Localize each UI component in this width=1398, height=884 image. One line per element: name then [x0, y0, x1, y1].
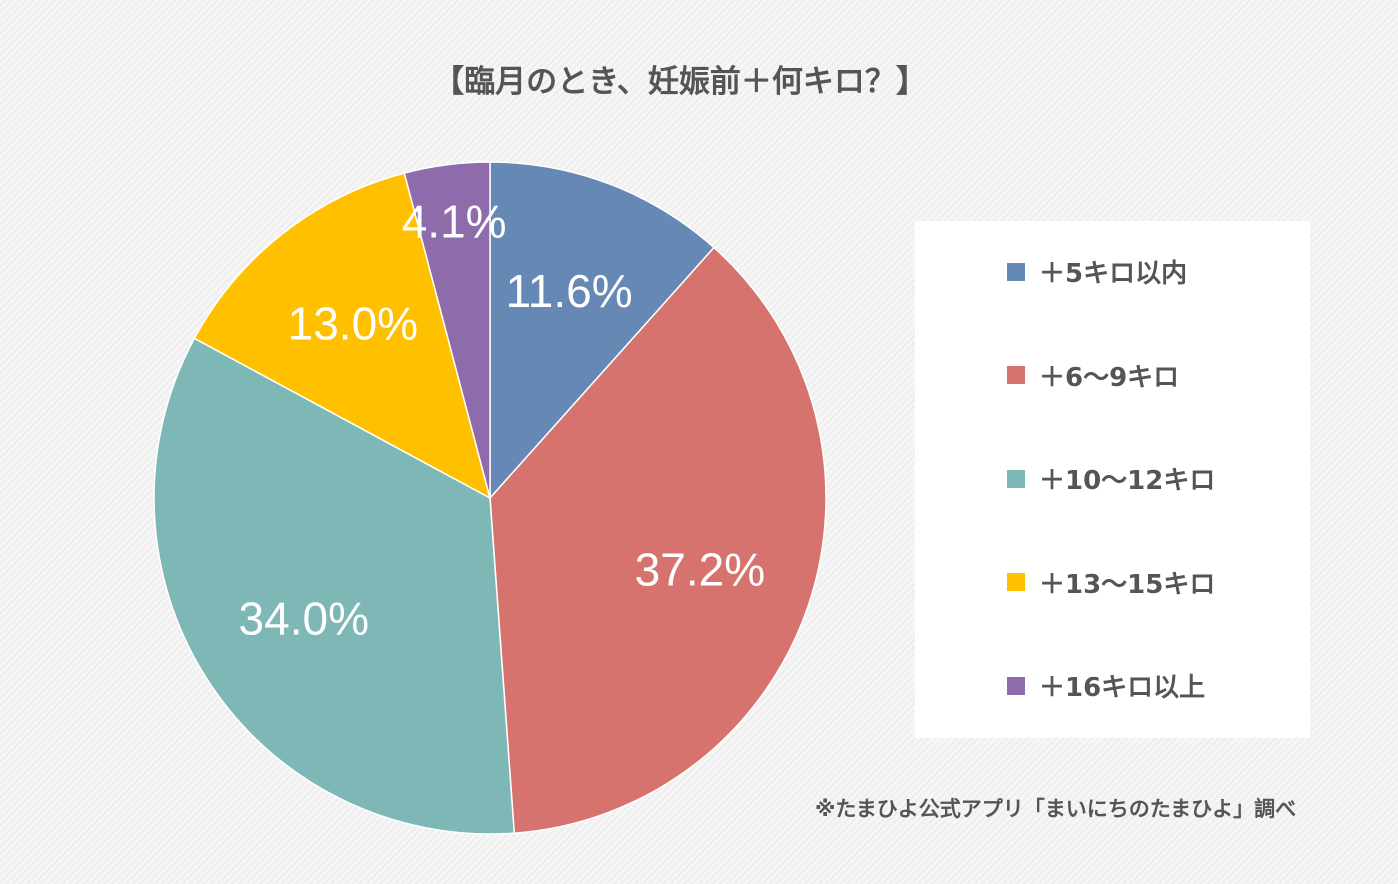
pie-slice [193, 172, 492, 500]
data-label: 37.2% [635, 544, 765, 596]
legend-item: ＋13〜15キロ [1007, 564, 1215, 601]
pie-slice [489, 161, 716, 500]
pie-slice [153, 337, 516, 835]
legend-swatch [1007, 676, 1025, 695]
data-label: 13.0% [288, 298, 418, 350]
legend-label: ＋10〜12キロ [1039, 466, 1216, 496]
legend-label: ＋13〜15キロ [1039, 569, 1216, 600]
legend-item: ＋6〜9キロ [1007, 357, 1179, 394]
data-label: 11.6% [506, 265, 633, 317]
legend-label: ＋16キロ以上 [1039, 673, 1206, 703]
data-label: 34.0% [239, 592, 369, 644]
legend-swatch [1007, 573, 1025, 591]
legend-label: ＋6〜9キロ [1039, 362, 1180, 393]
legend-swatch [1007, 262, 1025, 281]
pie-slice [489, 246, 827, 834]
legend-item: ＋5キロ以内 [1007, 253, 1187, 290]
legend-swatch [1007, 366, 1025, 384]
legend-label: ＋5キロ以内 [1039, 259, 1188, 289]
data-label: 4.1% [402, 195, 507, 247]
legend-swatch [1007, 469, 1025, 488]
pie-slice [403, 161, 491, 499]
legend-item: ＋16キロ以上 [1007, 667, 1205, 704]
legend-item: ＋10〜12キロ [1007, 460, 1215, 497]
chart-title: 【臨月のとき、妊娠前＋何キロ？】 [433, 64, 927, 100]
legend: ＋5キロ以内 ＋6〜9キロ ＋10〜12キロ ＋13〜15キロ ＋16キロ以上 [915, 221, 1310, 738]
source-note: ※たまひよ公式アプリ「まいにちのたまひよ」調べ [815, 797, 1297, 821]
